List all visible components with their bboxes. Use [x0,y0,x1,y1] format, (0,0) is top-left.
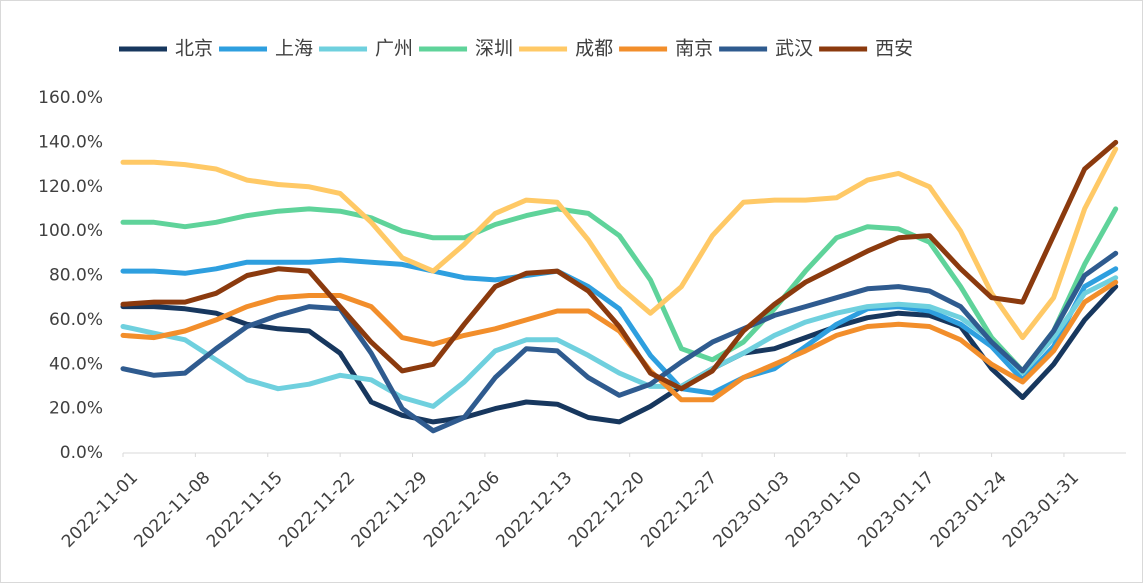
legend: 北京 上海 广州 深圳 成都 南京 武汉 西安 [119,38,913,60]
y-tick-label: 100.0% [38,221,103,241]
y-tick-label: 20.0% [49,399,103,419]
legend-label: 成都 [575,38,613,60]
x-tick-label: 2022-12-27 [637,468,721,552]
series-line [120,284,1119,425]
x-tick-label: 2022-11-08 [130,468,214,552]
y-tick-label: 80.0% [49,266,103,286]
x-tick-label: 2022-11-01 [58,468,142,552]
y-tick-label: 120.0% [38,177,103,197]
x-tick-label: 2022-12-20 [565,468,649,552]
legend-label: 南京 [675,38,713,60]
legend-label: 深圳 [475,38,513,60]
series-line [120,206,1119,374]
x-tick-label: 2023-01-17 [854,468,938,552]
x-tick-label: 2023-01-10 [782,468,866,552]
legend-label: 上海 [275,38,313,60]
series-line [120,257,1119,396]
x-tick-label: 2023-01-31 [999,468,1083,552]
legend-label: 广州 [375,38,413,60]
y-tick-label: 40.0% [49,354,103,374]
y-tick-label: 140.0% [38,132,103,152]
x-tick-label: 2022-11-15 [203,468,287,552]
legend-label: 北京 [175,38,213,60]
y-tick-label: 160.0% [38,88,103,108]
series-line [120,275,1119,409]
series-line [120,139,1119,392]
legend-label: 西安 [875,38,913,60]
x-tick-label: 2022-12-06 [420,468,504,552]
series-line [120,146,1119,341]
x-tick-label: 2022-11-22 [275,468,359,552]
y-tick-label: 60.0% [49,310,103,330]
x-tick-label: 2022-11-29 [348,468,432,552]
legend-label: 武汉 [775,38,813,60]
x-tick-label: 2023-01-24 [927,468,1011,552]
y-tick-label: 0.0% [60,443,103,463]
x-tick-label: 2023-01-03 [710,468,794,552]
series-line [120,250,1119,434]
x-tick-label: 2022-12-13 [492,468,576,552]
